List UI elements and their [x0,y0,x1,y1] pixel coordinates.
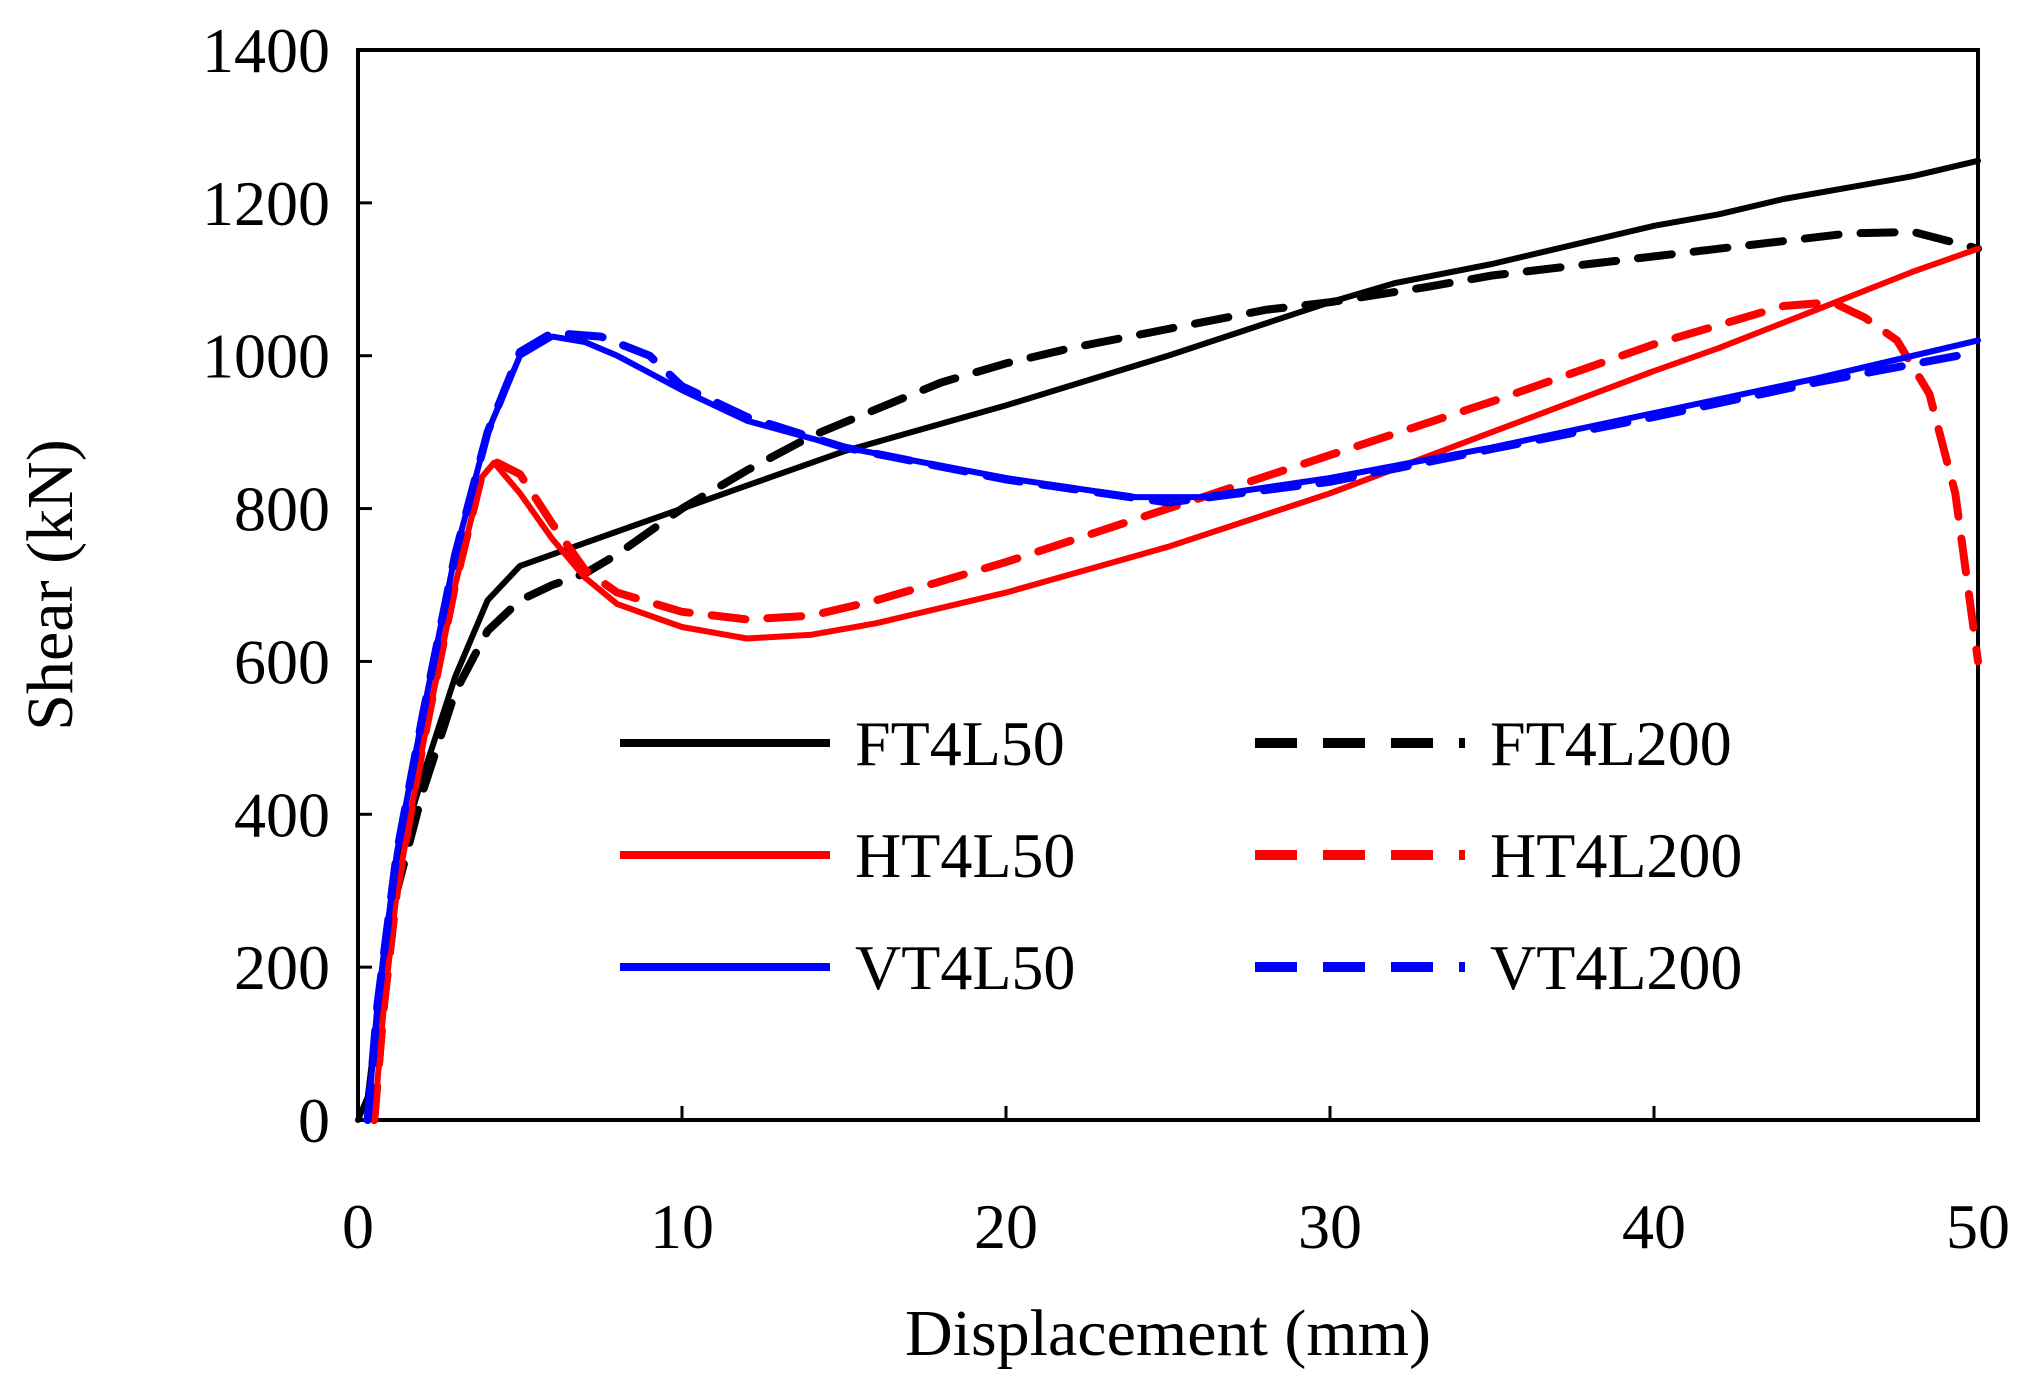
x-tick-label: 30 [1298,1191,1362,1262]
x-tick-label: 20 [974,1191,1038,1262]
legend-label-ft4l200: FT4L200 [1490,708,1732,779]
y-axis-ticks: 0 200 400 600 800 1000 1200 1400 [202,15,372,1156]
y-tick-label: 600 [234,626,330,697]
legend: FT4L50 FT4L200 HT4L50 HT4L200 VT4L50 VT4L200 [620,708,1742,1003]
series-line-ht4l200 [370,298,1982,1124]
legend-label-ht4l200: HT4L200 [1490,820,1742,891]
legend-label-vt4l50: VT4L50 [855,932,1075,1003]
y-tick-label: 1200 [202,168,330,239]
y-tick-label: 200 [234,932,330,1003]
x-axis-ticks: 0 10 20 30 40 50 [342,1106,2010,1262]
x-tick-label: 40 [1622,1191,1686,1262]
series-line-ft4l50 [355,157,1981,1123]
plot-frame [356,48,1980,1122]
legend-label-vt4l200: VT4L200 [1490,932,1742,1003]
y-tick-label: 400 [234,779,330,850]
y-axis-label: Shear (kN) [14,439,87,730]
x-tick-label: 0 [342,1191,374,1262]
series-line-ft4l200 [370,227,1982,1124]
x-tick-label: 50 [1946,1191,2010,1262]
y-tick-label: 0 [298,1085,330,1156]
y-tick-label: 1400 [202,15,330,86]
legend-label-ht4l50: HT4L50 [855,820,1075,891]
x-axis-label: Displacement (mm) [905,1297,1431,1370]
x-tick-label: 10 [650,1191,714,1262]
y-tick-label: 800 [234,474,330,545]
y-tick-label: 1000 [202,321,330,392]
legend-label-ft4l50: FT4L50 [855,708,1065,779]
series-line-vt4l200 [363,328,1982,1124]
series-layer [355,157,1982,1124]
